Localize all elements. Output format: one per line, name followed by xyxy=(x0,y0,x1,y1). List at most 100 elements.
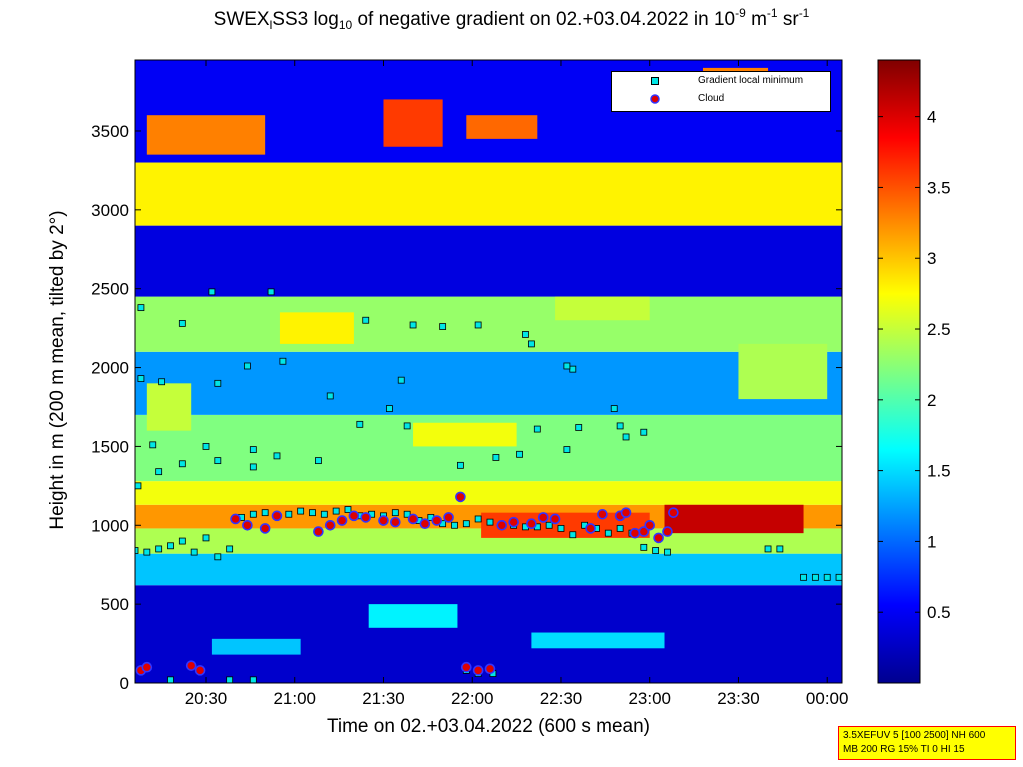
gradient-min-marker xyxy=(474,321,482,329)
gradient-min-marker xyxy=(249,510,257,518)
cloud-marker xyxy=(194,665,206,676)
cloud-marker xyxy=(443,512,454,523)
colorbar-tick-label: 4 xyxy=(927,108,936,127)
gradient-min-marker xyxy=(167,542,174,550)
cloud-marker xyxy=(242,519,253,531)
gradient-min-marker xyxy=(604,529,612,537)
plot-frame xyxy=(134,59,843,684)
cloud-marker xyxy=(668,507,679,518)
heatmap-band xyxy=(135,553,842,586)
cloud-marker xyxy=(644,519,656,531)
legend-label-cloud: Cloud xyxy=(698,93,725,104)
cloud-marker xyxy=(378,515,389,526)
gradient-min-marker xyxy=(386,405,393,412)
gradient-min-marker xyxy=(640,543,648,551)
gradient-min-marker xyxy=(403,510,411,518)
colorbar-tick-label: 1.5 xyxy=(927,462,951,481)
gradient-min-marker xyxy=(439,323,447,330)
gradient-min-marker xyxy=(764,545,772,553)
gradient-min-marker xyxy=(664,548,671,556)
gradient-min-marker xyxy=(332,507,340,515)
cloud-marker xyxy=(597,508,608,520)
gradient-min-marker xyxy=(155,468,163,476)
gradient-min-marker xyxy=(190,548,198,556)
y-tick-label: 1500 xyxy=(91,437,129,456)
gradient-min-marker xyxy=(137,304,145,312)
colorbar-tick-label: 0.5 xyxy=(927,603,951,622)
gradient-min-marker xyxy=(527,340,535,348)
gradient-min-marker xyxy=(309,509,316,517)
gradient-min-marker xyxy=(135,547,139,554)
cloud-marker xyxy=(496,519,508,531)
gradient-min-marker xyxy=(575,424,583,431)
cloud-marker xyxy=(390,516,401,528)
cloud-marker xyxy=(585,523,596,534)
x-tick-label: 22:00 xyxy=(451,689,494,708)
x-tick-label: 22:30 xyxy=(540,689,583,708)
legend-label-gradient-min: Gradient local minimum xyxy=(698,75,804,86)
colorbar-tick-label: 3.5 xyxy=(927,178,951,197)
gradient-min-marker xyxy=(652,547,660,554)
x-tick-label: 23:30 xyxy=(717,689,760,708)
gradient-min-marker xyxy=(267,288,275,296)
colorbar-ticks: 0.5 1 1.5 2 2.5 3 3.5 4 xyxy=(878,108,951,622)
gradient-min-marker xyxy=(474,515,482,523)
gradient-min-marker xyxy=(137,375,145,382)
gradient-min-marker xyxy=(533,425,541,433)
heatmap-patch xyxy=(531,632,665,649)
gradient-min-marker xyxy=(155,545,163,553)
gradient-min-marker xyxy=(616,525,624,532)
gradient-min-marker xyxy=(158,378,166,386)
gradient-min-marker xyxy=(249,676,257,683)
y-axis-ticks: 0 500 1000 1500 2000 2500 3000 3500 xyxy=(91,122,842,693)
gradient-min-marker xyxy=(226,545,234,553)
cloud-marker xyxy=(360,512,372,523)
y-tick-label: 1000 xyxy=(91,516,129,535)
y-tick-label: 2000 xyxy=(91,359,129,378)
gradient-min-marker xyxy=(462,520,470,528)
gradient-min-marker xyxy=(557,525,565,532)
cloud-marker xyxy=(526,518,537,530)
gradient-min-marker xyxy=(178,319,186,327)
heatmap-band xyxy=(135,225,842,297)
gradient-min-marker xyxy=(214,379,222,387)
cloud-marker xyxy=(455,491,466,503)
legend: Gradient local minimum Cloud xyxy=(611,71,831,112)
heatmap-patch xyxy=(368,604,458,628)
cloud-marker xyxy=(141,661,153,673)
gradient-min-marker xyxy=(800,573,807,581)
heatmap-patch xyxy=(466,115,538,139)
cloud-marker xyxy=(259,523,271,534)
y-tick-label: 2500 xyxy=(91,280,129,299)
gradient-min-marker xyxy=(249,446,257,453)
gradient-min-marker xyxy=(569,365,577,373)
gradient-min-marker xyxy=(610,405,618,412)
gradient-min-marker xyxy=(522,331,529,338)
cloud-marker xyxy=(653,532,664,544)
x-tick-label: 20:30 xyxy=(185,689,228,708)
gradient-min-marker xyxy=(135,482,142,490)
heatmap-patch xyxy=(211,638,301,655)
gradient-min-marker xyxy=(202,443,210,450)
cloud-marker xyxy=(508,516,519,528)
legend-entry-gradient-min: Gradient local minimum xyxy=(612,73,830,91)
cloud-marker xyxy=(629,527,641,539)
heatmap-patch xyxy=(664,504,804,534)
cloud-marker xyxy=(549,513,561,525)
gradient-min-marker xyxy=(835,573,842,581)
gradient-min-marker xyxy=(391,509,399,517)
y-tick-label: 500 xyxy=(101,595,129,614)
y-tick-label: 3000 xyxy=(91,201,129,220)
gradient-min-marker xyxy=(640,428,648,436)
heatmap-band xyxy=(135,351,842,415)
settings-info-box: 3.5XEFUV 5 [100 2500] NH 600 MB 200 RG 1… xyxy=(838,726,1016,760)
x-tick-label: 21:30 xyxy=(362,689,405,708)
gradient-min-marker xyxy=(823,573,831,581)
cloud-marker xyxy=(407,513,419,525)
heatmap-patch xyxy=(383,99,443,147)
cloud-marker xyxy=(348,510,360,522)
gradient-min-marker xyxy=(356,420,364,428)
gradient-min-marker xyxy=(214,553,222,561)
x-tick-label: 21:00 xyxy=(273,689,316,708)
